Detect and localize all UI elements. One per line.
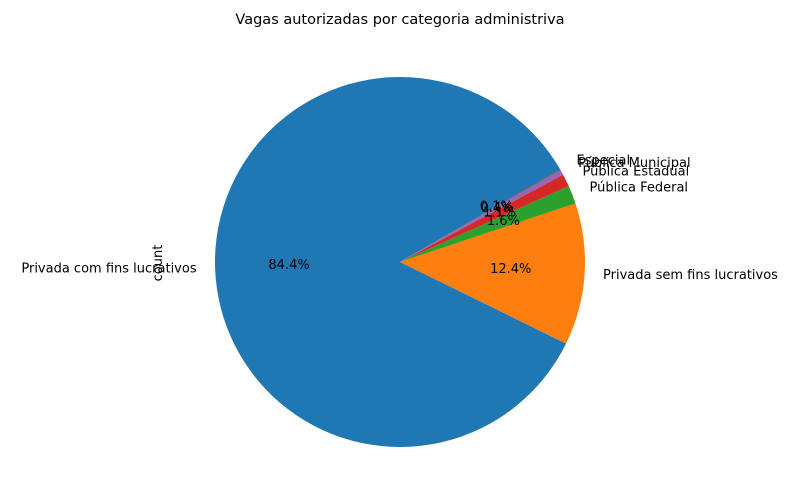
pie-slice-2 — [400, 203, 585, 344]
pie-category-label: Pública Federal — [590, 180, 689, 195]
pie-category-label: Pública Municipal — [578, 156, 690, 171]
pie-category-label: Pública Estadual — [583, 165, 690, 180]
pie-category-labels: Privada com fins lucrativos Privada sem f… — [21, 153, 778, 283]
pie-category-label: Privada sem fins lucrativos — [603, 268, 778, 283]
pie-slice-6 — [400, 169, 561, 262]
pie-percent-label: 12.4% — [490, 262, 531, 277]
pie-slice-3 — [400, 186, 576, 262]
pie-percent-labels: 84.4% 12.4% 1.6%1.1%0.4%0.1% — [268, 199, 531, 277]
pie-percent-label: 1.1% — [483, 205, 516, 220]
pie-percent-label: 0.1% — [480, 199, 513, 214]
pie-category-label: Privada com fins lucrativos — [21, 261, 196, 276]
y-axis-label: count — [151, 245, 166, 282]
pie-category-label: Especial — [577, 153, 631, 168]
pie-percent-label: 84.4% — [268, 258, 309, 273]
pie-slice-5 — [400, 170, 564, 262]
pie-slice-4 — [400, 174, 569, 262]
pie-percent-label: 0.4% — [481, 201, 514, 216]
pie-percent-label: 1.6% — [487, 214, 520, 229]
chart-title: Vagas autorizadas por categoria administ… — [235, 12, 564, 28]
pie-slices — [215, 77, 585, 448]
pie-slice-1 — [215, 77, 567, 448]
